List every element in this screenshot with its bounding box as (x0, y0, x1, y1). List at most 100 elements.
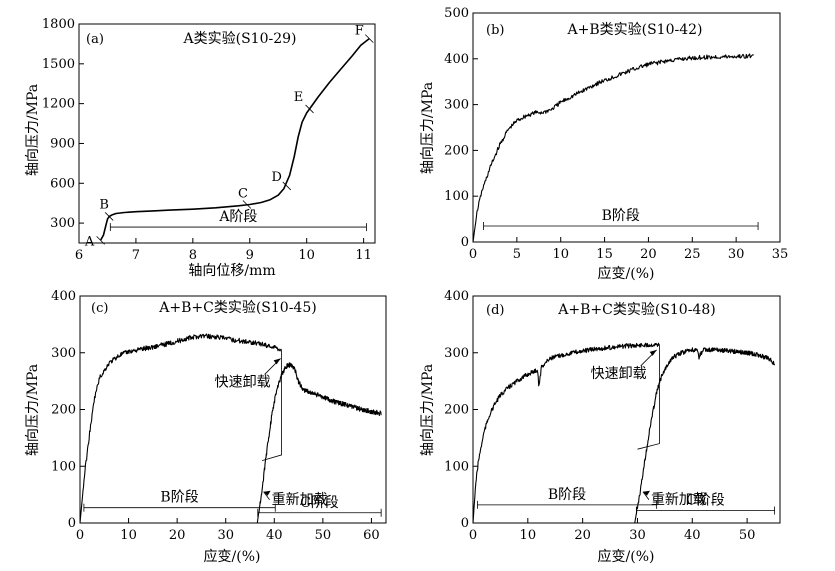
x-tick-label: 40 (266, 528, 283, 543)
y-tick-label: 200 (51, 403, 76, 418)
x-tick-label: 8 (189, 248, 197, 263)
x-tick-label: 20 (640, 247, 657, 262)
series-line-3 (256, 362, 382, 524)
x-tick-label: 20 (169, 528, 186, 543)
y-tick-label: 400 (444, 52, 469, 67)
x-tick-label: 10 (552, 247, 569, 262)
x-tick-label: 30 (728, 247, 745, 262)
panel-c-x-axis-label: 应变/(%) (204, 548, 261, 565)
x-tick-label: 50 (739, 528, 756, 543)
series-line-2 (637, 344, 660, 450)
point-marker (305, 104, 314, 114)
panel-d-x-axis-label: 应变/(%) (598, 548, 655, 565)
x-tick-label: 11 (355, 248, 372, 263)
panel-b-y-axis-label: 轴向压力/MPa (420, 82, 436, 174)
panel-d-y-axis-label: 轴向压力/MPa (420, 364, 436, 456)
annotation-label: 重新加载 (651, 492, 707, 508)
x-tick-label: 0 (469, 247, 477, 262)
point-marker (242, 200, 252, 209)
point-label: D (272, 170, 282, 185)
series-line-1 (99, 37, 370, 241)
y-tick-label: 1500 (42, 57, 75, 72)
plot-frame (472, 12, 781, 243)
panel-d-title: A+B+C类实验(S10-48) (557, 302, 715, 318)
y-tick-label: 200 (444, 403, 469, 418)
series-line-1 (79, 333, 282, 524)
y-tick-label: 400 (444, 289, 469, 304)
point-marker (104, 212, 114, 221)
panel-a-title: A类实验(S10-29) (183, 31, 297, 47)
panel-a-x-axis-label: 轴向位移/mm (188, 263, 275, 279)
plot-frame (78, 23, 376, 244)
point-label: B (99, 197, 109, 212)
stage-label: B阶段 (602, 208, 640, 224)
stage-label: A阶段 (218, 209, 257, 225)
series-line-1 (472, 342, 660, 524)
panel-b-x-axis-label: 应变/(%) (598, 265, 655, 282)
panel-c-strain-chart: (c) A+B+C类实验(S10-45) 应变/(%) 轴向压力/MPa 0 10… (25, 289, 387, 565)
x-tick-label: 15 (596, 247, 613, 262)
x-tick-label: 7 (132, 248, 140, 263)
y-tick-label: 300 (50, 216, 75, 231)
y-tick-label: 0 (461, 516, 469, 531)
stage-label: C阶段 (300, 495, 339, 511)
panel-a-displacement-chart: (a) A类实验(S10-29) 轴向位移/mm 轴向压力/MPa 6 7 8 9 10… (25, 17, 376, 279)
x-tick-label: 10 (120, 528, 137, 543)
panel-b-strain-chart: (b) A+B类实验(S10-42) 应变/(%) 轴向压力/MPa 0 5 10 1… (420, 6, 788, 282)
stage-label: B阶段 (548, 487, 586, 503)
y-tick-label: 900 (50, 136, 75, 151)
series-line-3 (634, 347, 776, 524)
annotation-label: 快速卸载 (215, 374, 271, 390)
y-tick-label: 500 (444, 6, 469, 21)
point-label: A (84, 234, 95, 249)
series-line-2 (261, 349, 282, 461)
panel-a-y-axis-label: 轴向压力/MPa (25, 84, 41, 176)
x-tick-label: 35 (772, 247, 789, 262)
annotation-label: 快速卸载 (591, 366, 647, 382)
x-tick-label: 60 (363, 528, 380, 543)
x-tick-label: 5 (513, 247, 521, 262)
y-tick-label: 1200 (42, 97, 75, 112)
y-tick-label: 100 (51, 459, 76, 474)
panel-b-label: (b) (486, 23, 504, 38)
annotation-label: 重新加载 (272, 492, 328, 508)
stage-label: B阶段 (160, 490, 198, 506)
y-tick-label: 0 (461, 235, 469, 250)
annotation-arrow (263, 491, 270, 501)
stage-label: C阶段 (686, 493, 725, 509)
panel-d-strain-chart: (d) A+B+C类实验(S10-48) 应变/(%) 轴向压力/MPa 0 10… (420, 289, 781, 565)
arrow-head (273, 358, 281, 365)
y-tick-label: 1800 (42, 17, 75, 32)
y-tick-label: 200 (444, 143, 469, 158)
x-tick-label: 30 (217, 528, 234, 543)
y-tick-label: 100 (444, 459, 469, 474)
y-tick-label: 400 (51, 289, 76, 304)
point-label: F (355, 24, 364, 39)
x-tick-label: 40 (684, 528, 701, 543)
plot-frame (79, 295, 387, 524)
panel-a-label: (a) (86, 32, 104, 47)
point-marker (282, 181, 292, 191)
plot-frame (472, 295, 781, 524)
y-tick-label: 100 (444, 189, 469, 204)
x-tick-label: 9 (246, 248, 254, 263)
x-tick-label: 6 (75, 248, 83, 263)
panel-c-y-axis-label: 轴向压力/MPa (25, 364, 41, 456)
arrow-head (649, 349, 657, 356)
x-tick-label: 10 (520, 528, 537, 543)
x-tick-label: 30 (629, 528, 646, 543)
y-tick-label: 600 (50, 176, 75, 191)
arrow-head (263, 490, 271, 496)
series-line-1 (472, 53, 754, 243)
panel-c-title: A+B+C类实验(S10-45) (158, 300, 316, 316)
panel-d-label: (d) (486, 303, 504, 318)
panel-b-title: A+B类实验(S10-42) (566, 22, 702, 38)
y-tick-label: 0 (68, 516, 76, 531)
x-tick-label: 50 (315, 528, 332, 543)
point-marker (365, 34, 374, 43)
y-tick-label: 300 (444, 98, 469, 113)
point-marker (96, 236, 105, 245)
x-tick-label: 10 (298, 248, 315, 263)
y-tick-label: 300 (51, 346, 76, 361)
